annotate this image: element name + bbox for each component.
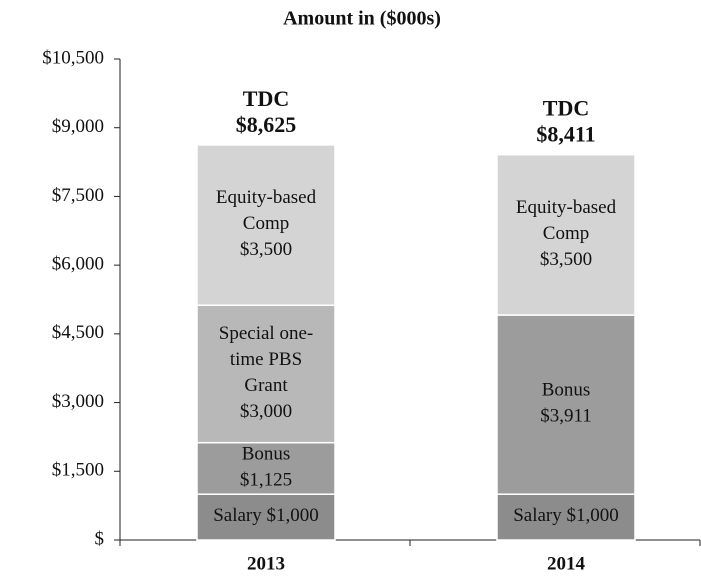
total-label: TDC $8,411: [536, 96, 595, 147]
bar-segment: [496, 314, 636, 495]
y-tick-label: $1,500: [52, 460, 104, 481]
bar-segment: [496, 493, 636, 541]
bar-segment: [496, 153, 636, 316]
bar-segment: [196, 304, 336, 444]
x-tick-label: 2013: [247, 553, 285, 574]
x-tick-label: 2014: [547, 553, 586, 574]
bar-segment: [196, 493, 336, 541]
y-tick-label: $10,500: [42, 47, 104, 68]
y-tick-label: $7,500: [52, 185, 104, 206]
segment-label: Equity-based Comp $3,500: [216, 187, 317, 260]
segment-label: Salary $1,000: [213, 505, 319, 526]
segment-label: Salary $1,000: [513, 505, 619, 526]
segment-label: Equity-based Comp $3,500: [516, 197, 617, 270]
bar-segment: [196, 144, 336, 306]
y-tick-label: $3,000: [52, 391, 104, 412]
y-tick-label: $6,000: [52, 254, 104, 275]
total-label: TDC $8,625: [236, 86, 297, 137]
segment-label: Special one-time PBS Grant $3,000: [219, 323, 313, 422]
y-tick-label: $: [95, 528, 105, 549]
segment-label: Bonus $1,125: [240, 444, 292, 491]
segment-label: Bonus $3,911: [540, 380, 592, 427]
y-tick-label: $4,500: [52, 322, 104, 343]
chart-title: Amount in ($000s): [283, 8, 441, 30]
y-tick-label: $9,000: [52, 116, 104, 137]
